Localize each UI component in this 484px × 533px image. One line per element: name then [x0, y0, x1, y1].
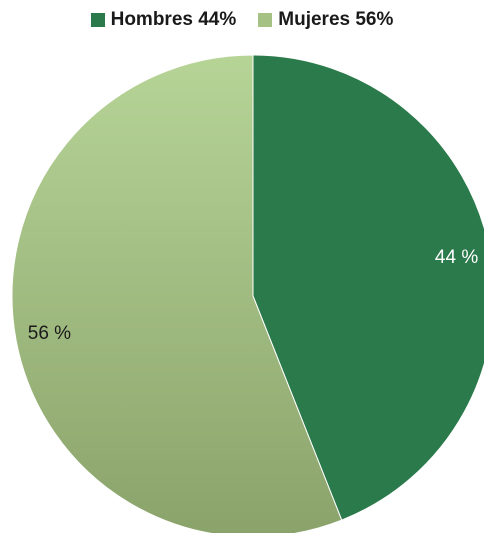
pie-data-labels: 44 % 56 %: [28, 247, 479, 344]
legend-item-mujeres: Mujeres 56%: [258, 9, 393, 31]
legend: Hombres 44% Mujeres 56%: [0, 7, 484, 33]
data-label-hombres: 44 %: [435, 247, 478, 268]
legend-item-hombres: Hombres 44%: [90, 9, 237, 31]
pie-slice-mujeres: [11, 54, 343, 533]
legend-swatch-hombres: [90, 13, 105, 27]
pie-slices: [11, 54, 484, 533]
data-label-mujeres: 56 %: [28, 323, 71, 344]
legend-swatch-mujeres: [258, 13, 273, 27]
legend-label-mujeres: Mujeres 56%: [278, 9, 394, 30]
pie-slice-hombres: [252, 54, 484, 521]
legend-label-hombres: Hombres 44%: [110, 9, 237, 30]
